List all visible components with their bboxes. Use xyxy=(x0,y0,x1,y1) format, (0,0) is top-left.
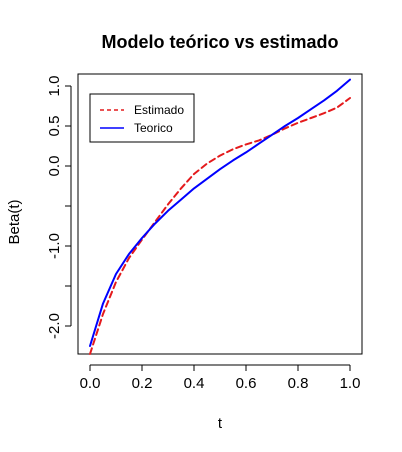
chart-title: Modelo teórico vs estimado xyxy=(101,32,338,52)
y-tick-label: -1.0 xyxy=(46,233,63,259)
y-tick-label: -2.0 xyxy=(46,313,63,339)
x-tick-label: 0.8 xyxy=(288,375,309,392)
plot-area: 0.0 0.2 0.4 0.6 0.8 1.0 -2.0 -1.0 0.0 0.5 1.0 Estim… xyxy=(46,73,363,392)
y-tick-label: 0.5 xyxy=(46,116,63,137)
y-tick-label: 1.0 xyxy=(46,76,63,97)
y-axis-label: Beta(t) xyxy=(6,199,23,244)
x-tick-label: 1.0 xyxy=(340,375,361,392)
legend-label-teorico: Teorico xyxy=(134,121,173,135)
x-tick-label: 0.4 xyxy=(184,375,205,392)
legend-box xyxy=(89,93,195,143)
series-line-estimado xyxy=(89,97,351,355)
series-line-teorico xyxy=(89,78,351,347)
legend-label-estimado: Estimado xyxy=(134,103,184,117)
x-tick-label: 0.2 xyxy=(132,375,153,392)
plot-frame xyxy=(77,73,363,355)
x-tick-label: 0.6 xyxy=(236,375,257,392)
x-axis-label: t xyxy=(218,415,223,432)
x-tick-label: 0.0 xyxy=(80,375,101,392)
y-tick-label: 0.0 xyxy=(46,156,63,177)
